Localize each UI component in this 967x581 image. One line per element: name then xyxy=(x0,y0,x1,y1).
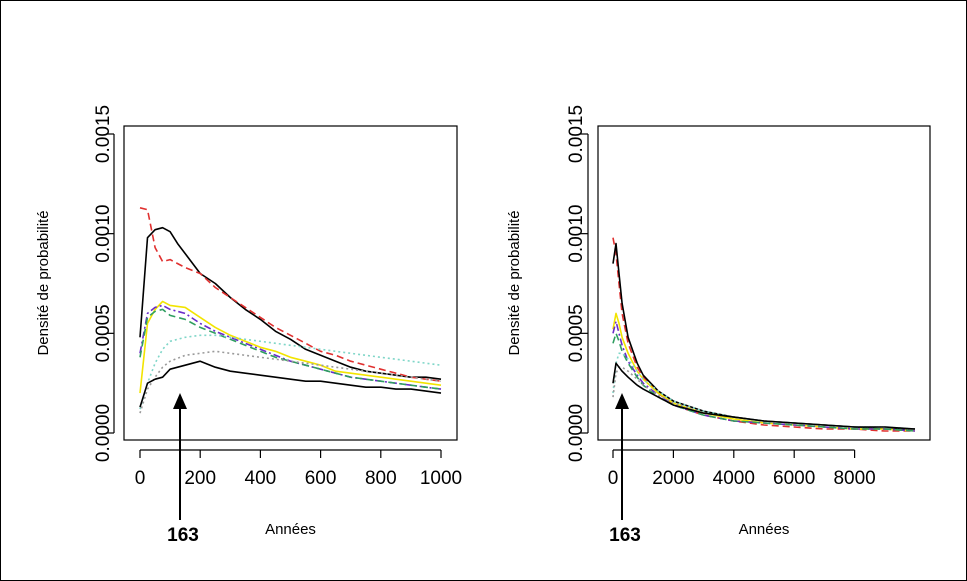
y-tick-label: 0.0010 xyxy=(93,205,114,263)
series-line-2 xyxy=(612,242,915,430)
series-line-3 xyxy=(612,312,916,432)
x-tick-label: 800 xyxy=(365,468,397,489)
x-tick-label: 600 xyxy=(305,468,337,489)
series-line-4 xyxy=(139,304,442,390)
series-line-8 xyxy=(139,360,442,408)
series-line-6 xyxy=(612,352,916,430)
series-line-1 xyxy=(139,226,442,380)
series-line-4 xyxy=(612,320,916,432)
x-tick-label: 8000 xyxy=(833,468,875,489)
x-tick-label: 6000 xyxy=(773,468,815,489)
x-tick-label: 2000 xyxy=(652,468,694,489)
x-tick-label: 1000 xyxy=(420,468,462,489)
x-tick-label: 4000 xyxy=(713,468,755,489)
series-line-5 xyxy=(139,308,442,390)
x-tick-label: 0 xyxy=(135,468,146,489)
plot-area-box xyxy=(597,125,931,441)
y-tick-label: 0.0010 xyxy=(566,205,587,263)
series-line-5 xyxy=(612,332,916,432)
y-tick-label: 0.0005 xyxy=(566,304,587,362)
x-tick-label: 200 xyxy=(184,468,216,489)
y-tick-label: 0.0015 xyxy=(93,105,114,163)
y-axis-title: Densité de probabilité xyxy=(506,210,523,355)
x-axis-title: Années xyxy=(265,521,316,538)
series-group xyxy=(139,207,442,414)
chart-panel-2: 0 2000 4000 6000 8000 0.0000 0.0005 0.0010 0.001… xyxy=(506,105,931,546)
series-line-2 xyxy=(139,207,442,382)
y-tick-label: 0.0015 xyxy=(566,105,587,163)
chart-panel-1: 0 200 400 600 800 1000 0.0000 0.0005 0.0010 0.001… xyxy=(35,105,462,546)
series-line-6 xyxy=(139,334,442,410)
annotation-arrow-head xyxy=(615,393,629,409)
series-line-8 xyxy=(612,362,916,430)
x-axis-title: Années xyxy=(739,521,790,538)
series-line-3 xyxy=(139,300,442,394)
x-tick-label: 0 xyxy=(608,468,619,489)
annotation-arrow-head xyxy=(173,393,187,409)
y-tick-label: 0.0005 xyxy=(93,304,114,362)
plot-area-box xyxy=(123,125,458,441)
series-group xyxy=(612,237,916,432)
x-tick-label: 400 xyxy=(245,468,277,489)
y-tick-label: 0.0000 xyxy=(566,404,587,462)
y-tick-label: 0.0000 xyxy=(93,404,114,462)
series-line-1 xyxy=(612,237,915,432)
y-axis-title: Densité de probabilité xyxy=(35,210,52,355)
annotation-label: 163 xyxy=(167,525,199,546)
annotation-label: 163 xyxy=(609,525,641,546)
series-line-7 xyxy=(612,366,916,430)
